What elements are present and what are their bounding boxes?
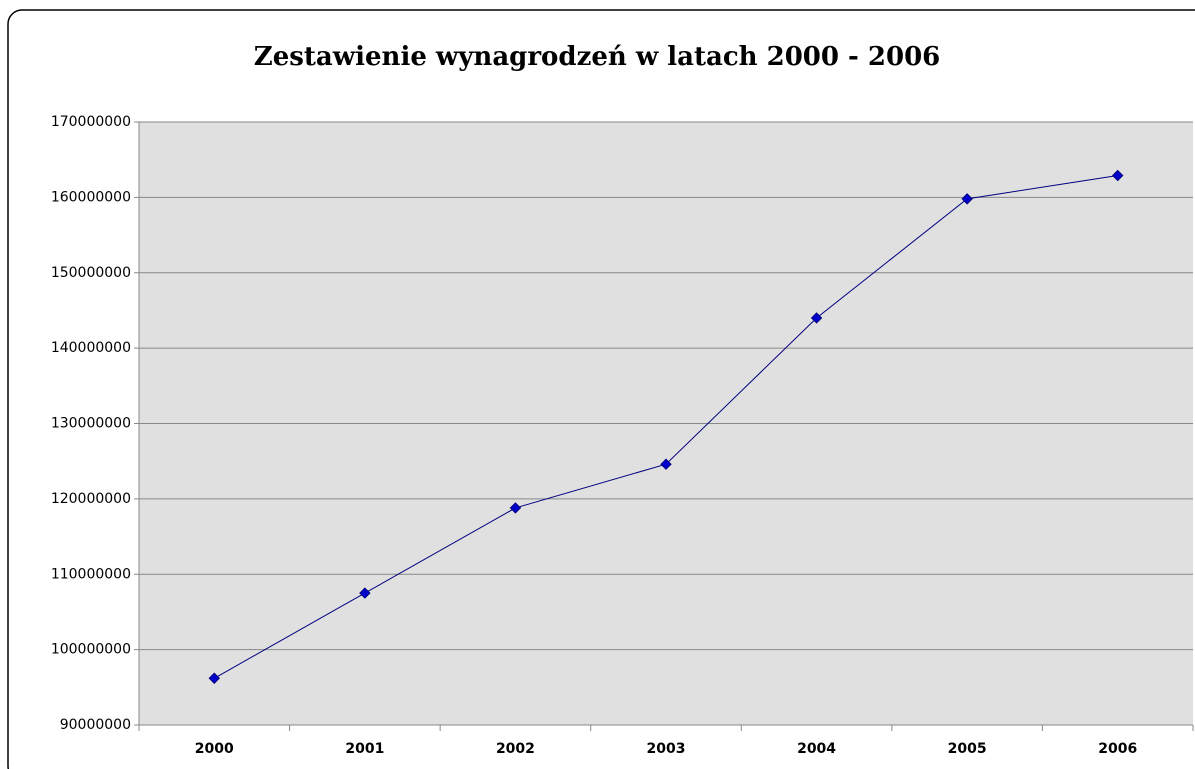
y-tick-label: 110000000 (51, 566, 131, 582)
x-tick-label: 2001 (345, 741, 384, 757)
x-tick-label: 2000 (195, 741, 234, 757)
y-tick-label: 100000000 (51, 642, 131, 658)
y-tick-label: 160000000 (51, 189, 131, 205)
chart-title: Zestawienie wynagrodzeń w latach 2000 - … (254, 42, 941, 72)
x-tick-label: 2006 (1098, 741, 1137, 757)
marker (509, 502, 522, 514)
marker (208, 672, 220, 684)
marker (359, 587, 371, 599)
x-tick-label: 2002 (496, 741, 535, 757)
x-tick-label: 2003 (647, 741, 686, 757)
y-tick-label: 130000000 (51, 416, 131, 432)
marker (1112, 169, 1124, 182)
marker (961, 193, 973, 205)
y-tick-label: 170000000 (51, 114, 131, 130)
marker (660, 458, 672, 470)
x-tick-label: 2004 (797, 741, 836, 757)
marker (810, 312, 823, 324)
x-tick-label: 2005 (948, 741, 987, 757)
y-tick-label: 150000000 (51, 265, 131, 281)
y-tick-label: 120000000 (51, 491, 131, 507)
y-tick-label: 140000000 (51, 340, 131, 356)
y-tick-label: 90000000 (60, 717, 131, 733)
